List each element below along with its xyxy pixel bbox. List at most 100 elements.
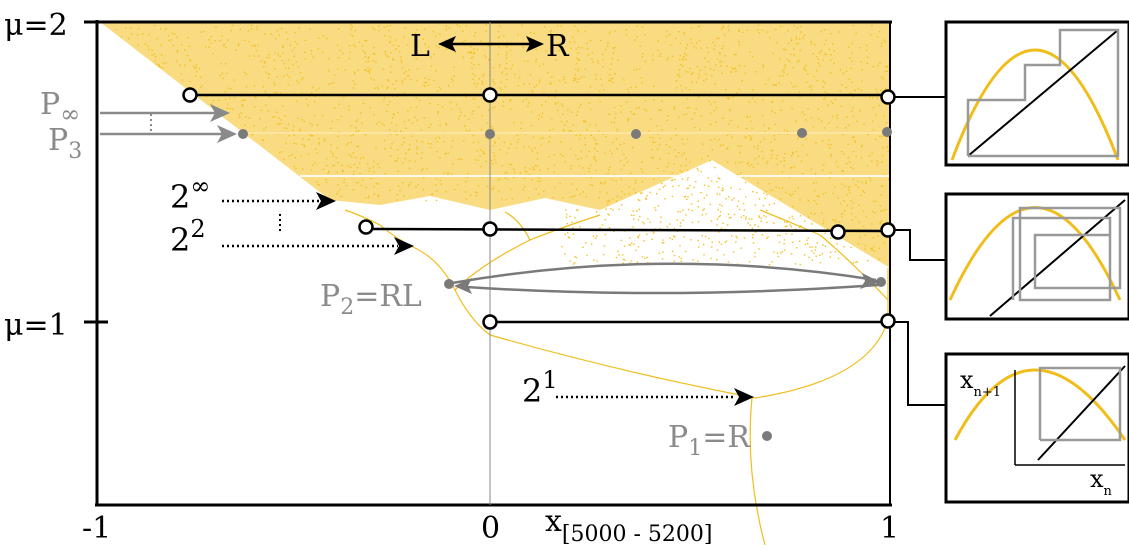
attractor-speck	[421, 152, 423, 154]
attractor-speck	[861, 181, 863, 184]
attractor-speck	[700, 192, 702, 194]
two-inf-base: 2	[170, 178, 190, 216]
two-one-label: 21	[522, 366, 558, 410]
attractor-speck	[203, 30, 205, 33]
attractor-speck	[670, 43, 672, 46]
attractor-speck	[684, 250, 687, 253]
attractor-speck	[847, 156, 849, 159]
attractor-speck	[595, 211, 598, 213]
attractor-speck	[819, 254, 821, 256]
attractor-speck	[350, 155, 353, 158]
attractor-speck	[771, 101, 774, 104]
attractor-speck	[720, 65, 722, 67]
attractor-speck	[630, 260, 633, 262]
attractor-speck	[774, 84, 776, 86]
attractor-speck	[408, 183, 410, 185]
attractor-speck	[781, 70, 784, 72]
attractor-speck	[690, 38, 692, 40]
attractor-speck	[807, 216, 810, 218]
attractor-speck	[251, 45, 253, 47]
attractor-speck	[222, 77, 224, 79]
attractor-speck	[757, 145, 759, 147]
attractor-speck	[273, 81, 275, 84]
attractor-speck	[526, 171, 528, 173]
attractor-speck	[303, 145, 306, 148]
attractor-speck	[806, 153, 809, 156]
attractor-speck	[856, 261, 858, 263]
attractor-speck	[562, 113, 564, 116]
attractor-speck	[432, 30, 434, 33]
attractor-speck	[262, 139, 265, 142]
attractor-speck	[268, 73, 271, 75]
attractor-speck	[572, 227, 574, 229]
attractor-speck	[695, 47, 697, 49]
attractor-speck	[594, 158, 596, 161]
attractor-speck	[296, 80, 298, 82]
attractor-speck	[431, 193, 434, 195]
attractor-speck	[221, 35, 223, 38]
inset-diagonal	[967, 29, 1119, 157]
attractor-speck	[535, 188, 537, 190]
attractor-speck	[748, 135, 751, 137]
attractor-speck	[765, 216, 767, 218]
attractor-speck	[761, 234, 764, 236]
attractor-speck	[220, 63, 222, 65]
attractor-speck	[447, 152, 450, 154]
attractor-speck	[390, 51, 392, 54]
attractor-speck	[560, 25, 562, 27]
attractor-speck	[621, 254, 624, 256]
attractor-speck	[854, 141, 856, 144]
attractor-speck	[719, 61, 721, 63]
attractor-speck	[472, 56, 474, 58]
attractor-speck	[523, 60, 526, 62]
attractor-speck	[852, 115, 854, 118]
p2-lower-arc	[465, 283, 879, 295]
attractor-speck	[473, 48, 475, 50]
attractor-speck	[170, 39, 173, 41]
attractor-speck	[886, 146, 888, 148]
x-axis-subscript: [5000 - 5200]	[562, 522, 713, 547]
attractor-speck	[850, 246, 852, 249]
attractor-speck	[756, 29, 759, 31]
attractor-speck	[620, 168, 622, 171]
attractor-speck	[612, 198, 614, 200]
attractor-speck	[304, 58, 306, 61]
attractor-speck	[367, 197, 369, 199]
attractor-speck	[403, 120, 406, 123]
attractor-speck	[504, 67, 506, 69]
attractor-speck	[165, 62, 167, 64]
attractor-speck	[811, 246, 813, 248]
attractor-speck	[701, 235, 703, 237]
attractor-speck	[716, 249, 719, 251]
attractor-speck	[722, 26, 725, 29]
inset-xn-label: xn	[1090, 465, 1113, 499]
attractor-speck	[787, 133, 789, 135]
attractor-speck	[359, 162, 361, 164]
attractor-speck	[530, 32, 532, 34]
attractor-speck	[396, 134, 398, 136]
attractor-speck	[798, 91, 801, 93]
attractor-speck	[727, 25, 729, 28]
attractor-speck	[666, 30, 668, 32]
attractor-speck	[716, 259, 718, 261]
attractor-speck	[283, 63, 285, 65]
attractor-speck	[263, 62, 266, 64]
attractor-speck	[439, 33, 441, 35]
attractor-speck	[631, 214, 633, 216]
attractor-speck	[881, 42, 883, 44]
attractor-speck	[325, 158, 328, 160]
attractor-speck	[322, 35, 324, 37]
attractor-speck	[881, 154, 884, 157]
attractor-speck	[828, 139, 830, 141]
attractor-speck	[287, 38, 289, 40]
attractor-speck	[557, 102, 559, 104]
attractor-speck	[803, 113, 805, 116]
attractor-speck	[327, 172, 329, 174]
attractor-speck	[310, 135, 313, 137]
attractor-speck	[627, 161, 629, 163]
attractor-speck	[459, 25, 461, 27]
attractor-speck	[558, 50, 560, 52]
attractor-speck	[373, 28, 376, 31]
attractor-speck	[814, 213, 816, 215]
attractor-speck	[827, 228, 829, 230]
